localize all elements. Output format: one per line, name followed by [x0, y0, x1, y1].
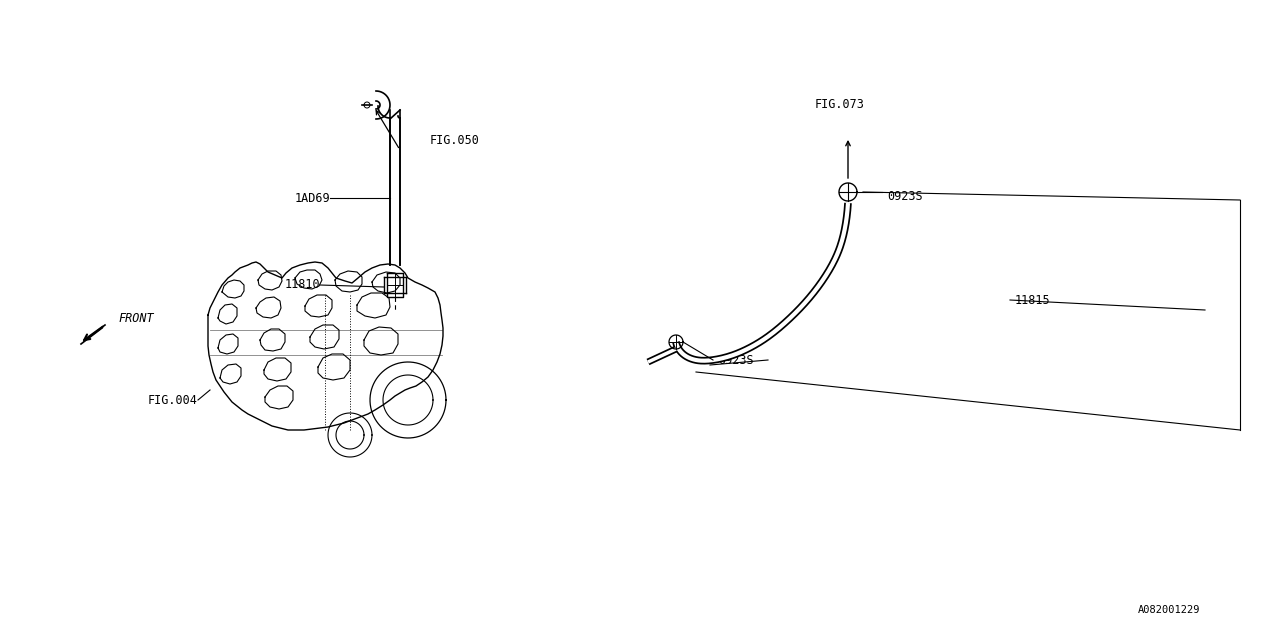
Text: A082001229: A082001229	[1138, 605, 1201, 615]
Text: FRONT: FRONT	[118, 312, 154, 324]
Text: 0923S: 0923S	[718, 353, 754, 367]
Text: 0923S: 0923S	[887, 189, 923, 202]
Text: 11815: 11815	[1015, 294, 1051, 307]
Text: 11810: 11810	[284, 278, 320, 291]
Text: 1AD69: 1AD69	[294, 191, 330, 205]
Text: FIG.073: FIG.073	[815, 99, 865, 111]
Text: FIG.050: FIG.050	[430, 134, 480, 147]
Text: FIG.004: FIG.004	[148, 394, 198, 406]
